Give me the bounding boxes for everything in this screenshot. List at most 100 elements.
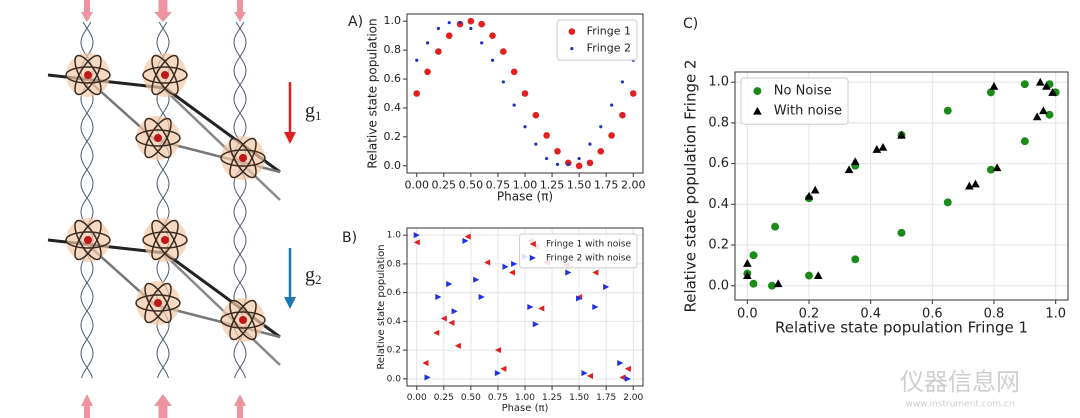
plot-frame bbox=[734, 71, 1069, 301]
atom-orbit bbox=[135, 294, 181, 312]
point bbox=[844, 165, 854, 174]
point bbox=[462, 237, 469, 244]
x-tick-label: 1.00 bbox=[515, 393, 535, 403]
atom-orbit bbox=[151, 54, 179, 96]
point bbox=[415, 58, 419, 62]
point bbox=[566, 162, 570, 166]
atom-orbit bbox=[229, 137, 257, 179]
point bbox=[624, 365, 631, 372]
x-tick-label: 0.6 bbox=[922, 306, 943, 321]
x-tick-label: 0.2 bbox=[799, 306, 820, 321]
point bbox=[543, 132, 550, 139]
atom-orbit bbox=[151, 219, 179, 261]
atom-orbit bbox=[74, 54, 102, 96]
y-tick-label: 0.2 bbox=[384, 130, 402, 143]
point bbox=[897, 228, 906, 237]
point bbox=[484, 259, 491, 266]
point bbox=[813, 271, 823, 280]
point bbox=[521, 90, 529, 97]
atom-orbit bbox=[135, 129, 181, 147]
x-tick-label: 0.75 bbox=[486, 179, 511, 192]
beam-path bbox=[164, 89, 281, 201]
point bbox=[592, 303, 599, 311]
y-tick-label: 0.8 bbox=[708, 115, 729, 130]
point bbox=[992, 163, 1002, 172]
point bbox=[464, 233, 471, 240]
atom-nucleus bbox=[239, 316, 247, 324]
point bbox=[478, 293, 485, 301]
legend-label: With noise bbox=[774, 104, 842, 119]
atom bbox=[142, 218, 188, 262]
y-tick-label: 0.4 bbox=[387, 317, 402, 327]
legend-marker bbox=[753, 106, 762, 115]
point bbox=[467, 17, 475, 25]
point bbox=[620, 80, 625, 84]
legend-box bbox=[556, 19, 638, 61]
atom-orbit bbox=[220, 311, 266, 329]
point bbox=[897, 130, 906, 139]
point bbox=[413, 239, 420, 246]
atom bbox=[65, 218, 111, 262]
point bbox=[872, 145, 882, 153]
legend-label: Fringe 1 with noise bbox=[546, 239, 631, 249]
point bbox=[433, 329, 440, 336]
atom-orbit bbox=[144, 282, 172, 324]
point bbox=[619, 374, 626, 381]
point bbox=[545, 156, 549, 161]
atom-orbit bbox=[144, 282, 172, 324]
point bbox=[435, 293, 442, 301]
point bbox=[965, 181, 974, 190]
atom-orbit bbox=[142, 66, 188, 84]
legend-box bbox=[740, 77, 849, 125]
x-tick-label: 2.00 bbox=[621, 179, 646, 192]
x-tick-label: 0.50 bbox=[459, 179, 484, 192]
point bbox=[1048, 88, 1057, 96]
gravity-label: g1 bbox=[305, 100, 322, 123]
point bbox=[489, 32, 496, 39]
point bbox=[989, 81, 999, 90]
x-tick-label: 1.0 bbox=[1045, 306, 1066, 321]
point bbox=[523, 125, 527, 129]
point bbox=[425, 41, 430, 45]
plot-frame bbox=[406, 13, 644, 174]
y-tick-label: 1.0 bbox=[387, 231, 402, 241]
x-axis-label: Phase (π) bbox=[497, 190, 553, 204]
point bbox=[473, 276, 480, 283]
y-tick-label: 0.4 bbox=[384, 101, 402, 114]
point bbox=[508, 269, 516, 276]
atom-orbit bbox=[151, 54, 179, 96]
y-tick-label: 0.0 bbox=[387, 374, 402, 384]
x-axis-label: Relative state population Fringe 1 bbox=[775, 319, 1028, 337]
point bbox=[435, 48, 442, 55]
point bbox=[1020, 80, 1029, 89]
x-tick-label: 1.50 bbox=[569, 393, 589, 403]
x-tick-label: 1.25 bbox=[542, 393, 562, 403]
point bbox=[743, 271, 752, 280]
x-tick-label: 0.25 bbox=[434, 393, 454, 403]
point bbox=[469, 26, 473, 31]
gravity-subscript: 2 bbox=[315, 272, 322, 287]
point bbox=[565, 269, 572, 276]
atom-nucleus bbox=[161, 236, 169, 244]
point bbox=[532, 111, 540, 119]
gravity-arrow-head bbox=[284, 297, 296, 309]
point bbox=[1045, 110, 1054, 119]
point bbox=[510, 68, 518, 76]
atom bbox=[220, 298, 266, 342]
x-tick-label: 0.4 bbox=[860, 306, 881, 321]
beam-arrow bbox=[234, 0, 246, 22]
point bbox=[850, 157, 860, 166]
point bbox=[575, 162, 583, 170]
atom-nucleus bbox=[154, 134, 162, 142]
panel-label: C) bbox=[683, 16, 698, 32]
legend-label: Fringe 1 bbox=[587, 25, 631, 38]
atom-nucleus bbox=[161, 71, 169, 79]
legend-marker bbox=[753, 87, 762, 96]
point bbox=[527, 303, 534, 311]
y-axis-label: Relative state population bbox=[366, 18, 380, 168]
legend: Fringe 1 Fringe 2 bbox=[556, 19, 638, 61]
gravity-label: g2 bbox=[305, 264, 322, 287]
y-tick-label: 0.0 bbox=[708, 278, 729, 293]
x-tick-label: 0.00 bbox=[407, 393, 427, 403]
